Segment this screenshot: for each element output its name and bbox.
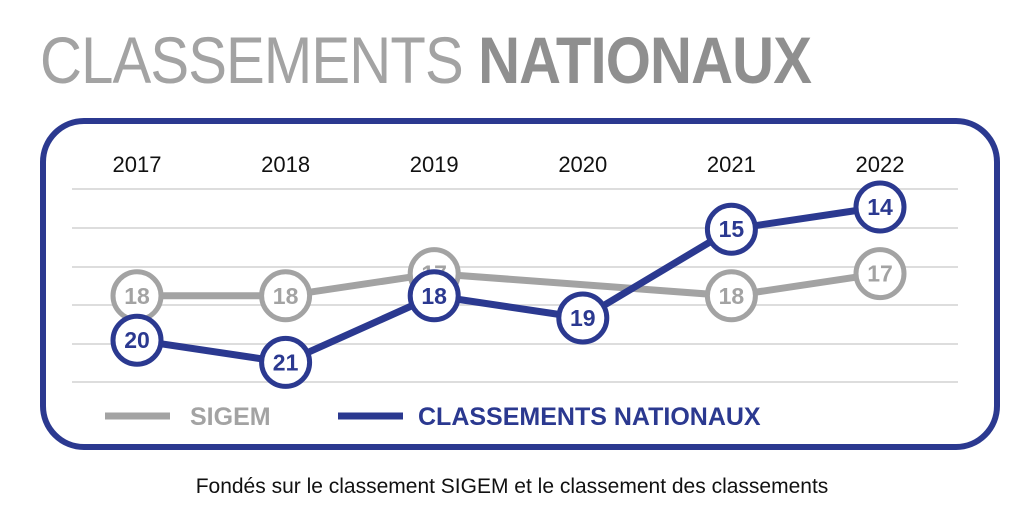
- point-marker: [407, 269, 461, 323]
- point-marker: [704, 202, 758, 256]
- title-light: CLASSEMENTS: [40, 23, 464, 97]
- legend-label: CLASSEMENTS NATIONAUX: [418, 403, 761, 431]
- data-label: 15: [719, 216, 745, 242]
- x-tick-label: 2019: [410, 152, 459, 177]
- data-point: 18: [110, 269, 164, 323]
- point-marker: [853, 180, 907, 234]
- data-label: 20: [124, 327, 150, 353]
- x-tick-label: 2018: [261, 152, 310, 177]
- point-marker: [259, 269, 313, 323]
- data-label: 18: [124, 283, 150, 309]
- data-label: 14: [867, 194, 893, 220]
- point-marker: [853, 247, 907, 301]
- data-point: 18: [259, 269, 313, 323]
- series-line: [137, 270, 881, 300]
- data-point: 18: [407, 269, 461, 323]
- point-marker: [704, 269, 758, 323]
- title-bold: NATIONAUX: [478, 23, 812, 97]
- x-tick-label: 2020: [558, 152, 607, 177]
- point-marker: [556, 291, 610, 345]
- point-marker: [259, 335, 313, 389]
- chart-card: [40, 118, 1000, 450]
- legend-label: SIGEM: [190, 403, 271, 431]
- x-tick-label: 2017: [113, 152, 162, 177]
- caption: Fondés sur le classement SIGEM et le cla…: [195, 475, 829, 498]
- data-point: 19: [556, 291, 610, 345]
- data-point: 14: [853, 180, 907, 234]
- series-line: [136, 203, 881, 367]
- data-point: 17: [853, 247, 907, 301]
- data-label: 19: [570, 305, 596, 331]
- page-title: CLASSEMENTS NATIONAUX: [40, 22, 812, 98]
- x-tick-label: 2022: [856, 152, 905, 177]
- data-label: 18: [273, 283, 299, 309]
- data-label: 18: [719, 283, 745, 309]
- data-point: 15: [704, 202, 758, 256]
- data-label: 18: [421, 283, 447, 309]
- data-point: 21: [259, 335, 313, 389]
- data-point: 20: [110, 313, 164, 367]
- data-label: 17: [867, 261, 893, 287]
- data-point: 18: [704, 269, 758, 323]
- point-marker: [110, 313, 164, 367]
- data-label: 21: [273, 349, 299, 375]
- x-tick-label: 2021: [707, 152, 756, 177]
